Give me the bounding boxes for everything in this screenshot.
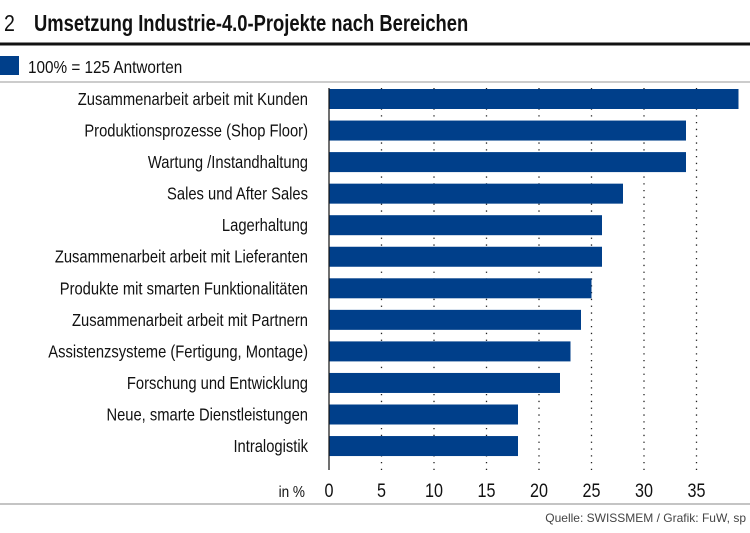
category-label: Lagerhaltung (222, 216, 308, 236)
category-label: Produkte mit smarten Funktionalitäten (60, 279, 308, 299)
bar (329, 120, 686, 141)
x-tick-label: 5 (377, 480, 386, 502)
source-note: Quelle: SWISSMEM / Grafik: FuW, sp (545, 511, 746, 525)
bar (329, 215, 602, 236)
category-label: Wartung /Instandhaltung (148, 153, 308, 173)
legend-label: 100% = 125 Antworten (28, 57, 182, 77)
category-label: Produktionsprozesse (Shop Floor) (84, 121, 308, 141)
bar (329, 341, 571, 362)
x-axis-label: in % (279, 484, 305, 501)
category-label: Zusammenarbeit arbeit mit Lieferanten (55, 247, 308, 267)
x-tick-label: 0 (325, 480, 334, 502)
x-tick-label: 25 (583, 480, 601, 502)
x-tick-label: 20 (530, 480, 548, 502)
bar (329, 404, 518, 425)
category-label: Zusammenarbeit arbeit mit Kunden (78, 90, 308, 110)
x-tick-label: 15 (478, 480, 496, 502)
bar (329, 152, 686, 173)
x-tick-label: 10 (425, 480, 443, 502)
bar (329, 89, 739, 109)
legend-swatch (0, 56, 19, 75)
category-label: Intralogistik (233, 437, 308, 457)
bar (329, 436, 518, 457)
bar (329, 278, 592, 299)
bar (329, 183, 623, 204)
category-label: Sales und After Sales (167, 184, 308, 204)
chart-title: Umsetzung Industrie-4.0-Projekte nach Be… (34, 11, 468, 36)
category-label: Assistenzsysteme (Fertigung, Montage) (48, 342, 308, 362)
category-label: Zusammenarbeit arbeit mit Partnern (72, 311, 308, 331)
bar (329, 372, 560, 393)
chart-number: 2 (4, 11, 15, 37)
bar (329, 246, 602, 267)
x-tick-label: 30 (635, 480, 653, 502)
category-label: Neue, smarte Dienstleistungen (106, 405, 308, 425)
category-label: Forschung und Entwicklung (127, 374, 308, 394)
x-tick-label: 35 (688, 480, 706, 502)
bar (329, 309, 581, 330)
